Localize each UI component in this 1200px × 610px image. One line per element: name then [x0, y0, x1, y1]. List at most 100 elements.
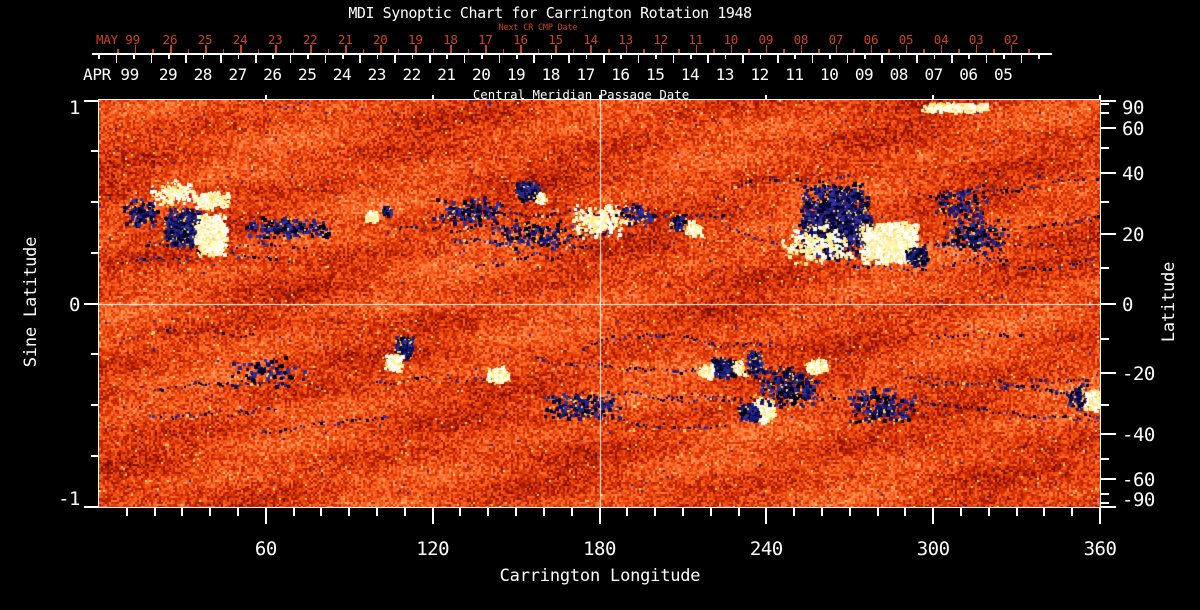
next-cr-tick-label: 17 [478, 32, 493, 47]
next-cr-tick [257, 49, 260, 53]
next-cr-tick [853, 49, 855, 53]
longitude-tick-label: 60 [254, 538, 277, 560]
cmp-tick-label: 08 [889, 65, 909, 84]
minor-tick [320, 508, 323, 516]
cmp-tick [394, 54, 396, 63]
cmp-tick [150, 54, 153, 63]
minor-tick [91, 201, 99, 203]
cmp-axis-line [92, 53, 1052, 55]
plot-area [98, 99, 1101, 508]
minor-tick [1101, 102, 1109, 105]
next-cr-tick [502, 49, 505, 53]
cmp-tick [376, 54, 379, 59]
cmp-tick [342, 54, 344, 59]
cmp-tick [933, 54, 936, 59]
major-tick [1101, 432, 1116, 435]
next-cr-tick [275, 45, 277, 53]
next-cr-tick [975, 45, 978, 53]
cmp-tick [951, 54, 953, 63]
next-cr-tick-label: 20 [372, 32, 388, 47]
next-cr-tick [240, 45, 242, 53]
cmp-tick-label: 23 [367, 65, 387, 84]
next-cr-tick-label: 21 [337, 32, 353, 47]
minor-tick [654, 508, 657, 516]
next-cr-tick [660, 45, 663, 53]
cmp-tick-label: 07 [924, 65, 943, 84]
sine-latitude-tick-label: 1 [69, 97, 80, 119]
minor-tick [793, 508, 796, 516]
cmp-tick-label: 13 [715, 65, 735, 84]
next-cr-tick [713, 49, 715, 53]
magnetogram-canvas [99, 100, 1100, 507]
minor-tick [1101, 201, 1109, 203]
next-cr-tick [870, 45, 873, 53]
next-cr-tick-label: 11 [688, 32, 704, 47]
cmp-tick [655, 54, 657, 59]
major-tick [1101, 172, 1116, 174]
next-cr-tick-label: 26 [162, 32, 178, 47]
cmp-tick [133, 54, 135, 59]
minor-tick [91, 150, 99, 153]
cmp-tick [724, 54, 727, 59]
longitude-tick-label: 120 [416, 538, 450, 560]
next-cr-tick [485, 45, 487, 53]
minor-tick [292, 508, 295, 516]
next-cr-tick [1028, 49, 1030, 53]
next-cr-tick-label: 07 [828, 32, 844, 47]
cmp-tick [533, 54, 535, 63]
cmp-tick-label: 11 [785, 65, 804, 84]
cmp-tick [794, 54, 796, 59]
minor-tick [959, 508, 962, 516]
cmp-tick [1020, 54, 1023, 63]
cmp-tick-label: 19 [506, 65, 526, 84]
cmp-tick [985, 54, 988, 63]
minor-tick [987, 508, 990, 516]
next-cr-tick [765, 45, 768, 53]
major-tick [84, 505, 99, 508]
cmp-tick [916, 54, 918, 63]
cmp-tick [185, 54, 187, 63]
next-cr-tick [432, 49, 435, 53]
cmp-tick [289, 54, 292, 63]
minor-tick [876, 508, 879, 516]
sine-latitude-tick-label: 0 [69, 293, 80, 316]
minor-tick [181, 508, 184, 516]
latitude-tick-label: 90 [1122, 97, 1144, 119]
major-tick [1101, 302, 1116, 305]
next-cr-tick [222, 49, 225, 53]
latitude-label: Latitude [1159, 261, 1179, 343]
cmp-tick [550, 54, 553, 59]
minor-tick [1101, 337, 1109, 340]
next-cr-tick [555, 45, 557, 53]
minor-tick [209, 508, 212, 516]
next-cr-tick [783, 49, 785, 53]
cmp-tick [446, 54, 448, 59]
next-cr-tick [748, 49, 750, 53]
minor-tick [570, 508, 573, 516]
minor-tick [542, 508, 545, 516]
cmp-tick-label: 05 [994, 65, 1013, 84]
major-tick [84, 99, 99, 102]
minor-tick [376, 508, 379, 516]
cmp-month-label: APR 99 [83, 65, 139, 84]
latitude-tick-label: 60 [1122, 117, 1144, 140]
next-cr-tick [292, 49, 295, 53]
cmp-tick [220, 54, 222, 63]
minor-tick [709, 508, 712, 516]
cmp-tick-label: 21 [437, 65, 456, 84]
cmp-tick [759, 54, 762, 59]
cmp-tick-label: 20 [472, 65, 491, 84]
minor-tick [1101, 404, 1109, 406]
next-cr-tick-label: 23 [267, 32, 283, 47]
cmp-tick-label: 28 [193, 65, 213, 84]
cmp-tick [429, 54, 431, 63]
cmp-tick-label: 14 [680, 65, 700, 84]
major-tick [264, 508, 267, 524]
minor-tick [91, 454, 99, 457]
cmp-tick [1038, 54, 1040, 59]
cmp-tick-label: 12 [750, 65, 769, 84]
cmp-tick [168, 54, 170, 59]
next-cr-tick [345, 45, 347, 53]
cmp-tick [829, 54, 831, 59]
